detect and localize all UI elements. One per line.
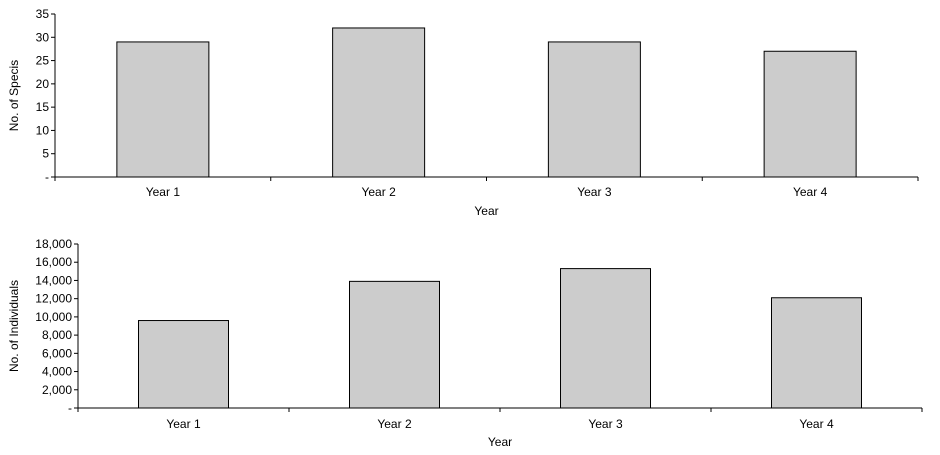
bar-year-1 (116, 41, 210, 178)
x-tick-label: Year 3 (588, 417, 623, 431)
y-tick-label: 20 (36, 77, 50, 91)
y-tick-label: 14,000 (35, 273, 72, 287)
bar-year-3 (560, 268, 651, 409)
y-tick-label: 15 (36, 100, 50, 114)
y-tick-label: 4,000 (42, 365, 72, 379)
x-tick-label: Year 1 (166, 417, 201, 431)
y-tick-label: - (45, 170, 49, 184)
bar-year-3 (547, 41, 641, 178)
bar-year-4 (771, 297, 862, 409)
x-tick-label: Year 3 (577, 185, 612, 199)
x-tick-label: Year 4 (799, 417, 834, 431)
y-tick-label: 16,000 (35, 255, 72, 269)
y-tick-label: 10 (36, 123, 50, 137)
y-tick-label: 6,000 (42, 346, 72, 360)
y-axis-title: No. of Individuals (7, 280, 21, 372)
y-tick-label: 25 (36, 54, 50, 68)
x-axis-title: Year (488, 435, 512, 449)
bar-year-1 (138, 320, 229, 409)
y-tick-label: 12,000 (35, 292, 72, 306)
y-tick-label: - (68, 401, 72, 415)
y-tick-label: 8,000 (42, 328, 72, 342)
x-tick-label: Year 2 (361, 185, 396, 199)
y-tick-label: 2,000 (42, 383, 72, 397)
bar-year-4 (763, 50, 857, 178)
x-axis-title: Year (474, 204, 498, 218)
bar-year-2 (332, 27, 426, 178)
x-tick-label: Year 1 (146, 185, 181, 199)
x-tick-label: Year 2 (377, 417, 412, 431)
x-tick-label: Year 4 (793, 185, 828, 199)
y-tick-label: 35 (36, 7, 50, 21)
y-tick-label: 5 (42, 147, 49, 161)
y-tick-label: 10,000 (35, 310, 72, 324)
y-tick-label: 18,000 (35, 237, 72, 251)
species-chart: - 5 10 15 20 25 30 35 Year 1 Year 2 Year 3 Year 4 Ye… (7, 7, 919, 218)
bar-year-2 (349, 280, 440, 409)
y-axis-title: No. of Specis (7, 60, 21, 131)
y-tick-label: 30 (36, 30, 50, 44)
individuals-chart: - 2,000 4,000 6,000 8,000 10,000 12,000 14,000 1… (7, 237, 923, 449)
